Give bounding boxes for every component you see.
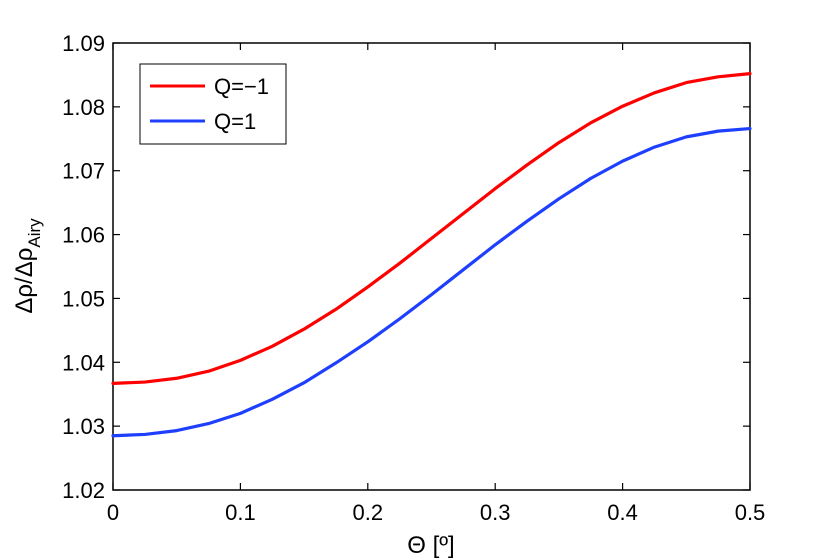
- y-tick-label: 1.05: [62, 286, 105, 311]
- legend-label-q-minus-1: Q=−1: [214, 74, 269, 99]
- x-tick-label: 0.2: [353, 500, 384, 525]
- x-tick-label: 0.4: [607, 500, 638, 525]
- series-layer: [111, 72, 752, 438]
- x-axis-label: Θ [º]: [407, 532, 454, 559]
- series-line-0: [111, 72, 752, 385]
- y-tick-label: 1.09: [62, 31, 105, 56]
- y-tick-label: 1.03: [62, 414, 105, 439]
- y-axis-label-main: Δρ/Δρ: [11, 248, 38, 314]
- series-line-1: [111, 126, 752, 438]
- y-axis-label: Δρ/ΔρAiry: [11, 218, 44, 314]
- x-tick-label: 0.1: [225, 500, 256, 525]
- x-tick-label: 0.5: [735, 500, 766, 525]
- y-tick-label: 1.06: [62, 223, 105, 248]
- x-axis: 0 0.1 0.2 0.3 0.4 0.5: [107, 43, 765, 525]
- y-axis-label-subscript: Airy: [25, 218, 44, 248]
- legend: Q=−1 Q=1: [139, 63, 287, 145]
- legend-box: [139, 63, 287, 145]
- y-tick-label: 1.08: [62, 95, 105, 120]
- y-tick-label: 1.07: [62, 159, 105, 184]
- x-tick-label: 0.3: [480, 500, 511, 525]
- y-tick-label: 1.02: [62, 478, 105, 503]
- legend-label-q-1: Q=1: [214, 109, 256, 134]
- y-axis: 1.02 1.03 1.04 1.05 1.06 1.07 1.08 1.09: [62, 31, 750, 503]
- x-tick-label: 0: [107, 500, 119, 525]
- y-tick-label: 1.04: [62, 350, 105, 375]
